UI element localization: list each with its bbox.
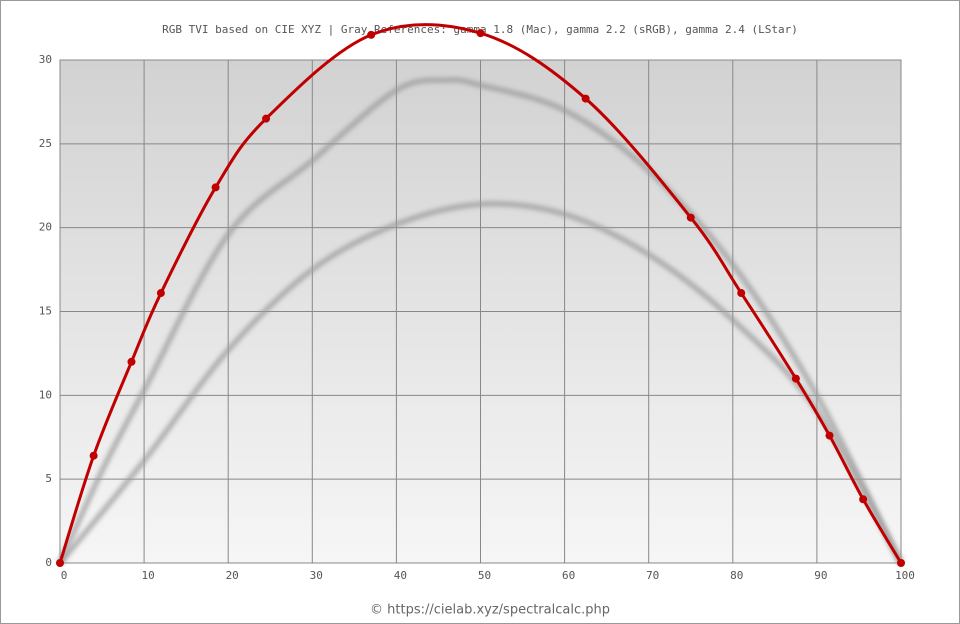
point [825, 431, 834, 440]
x-tick-label: 50 [478, 569, 491, 582]
point [859, 495, 868, 504]
x-tick-label: 40 [394, 569, 407, 582]
x-tick-label: 0 [61, 569, 68, 582]
y-tick-label: 0 [45, 556, 52, 569]
point [476, 29, 485, 38]
x-tick-label: 30 [310, 569, 323, 582]
y-tick-label: 30 [39, 53, 52, 66]
x-tick-label: 90 [814, 569, 827, 582]
y-tick-label: 20 [39, 221, 52, 234]
point [262, 114, 271, 123]
point [737, 289, 746, 298]
point [367, 30, 376, 39]
x-tick-label: 60 [562, 569, 575, 582]
footer: © https://cielab.xyz/spectralcalc.php [370, 603, 610, 618]
point [89, 451, 98, 460]
point [127, 357, 136, 366]
x-tick-label: 20 [226, 569, 239, 582]
x-tick-label: 10 [141, 569, 154, 582]
point [581, 94, 590, 103]
y-tick-label: 25 [39, 137, 52, 150]
y-tick-label: 15 [39, 305, 52, 318]
point [156, 289, 165, 298]
point [56, 559, 64, 567]
x-tick-label: 80 [730, 569, 743, 582]
point [686, 213, 695, 222]
series-line [57, 77, 904, 565]
x-tick-label: 100 [895, 569, 915, 582]
series-line [58, 201, 904, 565]
x-tick-label: 70 [646, 569, 659, 582]
y-tick-label: 10 [39, 388, 52, 401]
y-tick-label: 5 [45, 472, 52, 485]
point [897, 559, 905, 567]
point [211, 183, 220, 192]
point [791, 374, 800, 383]
